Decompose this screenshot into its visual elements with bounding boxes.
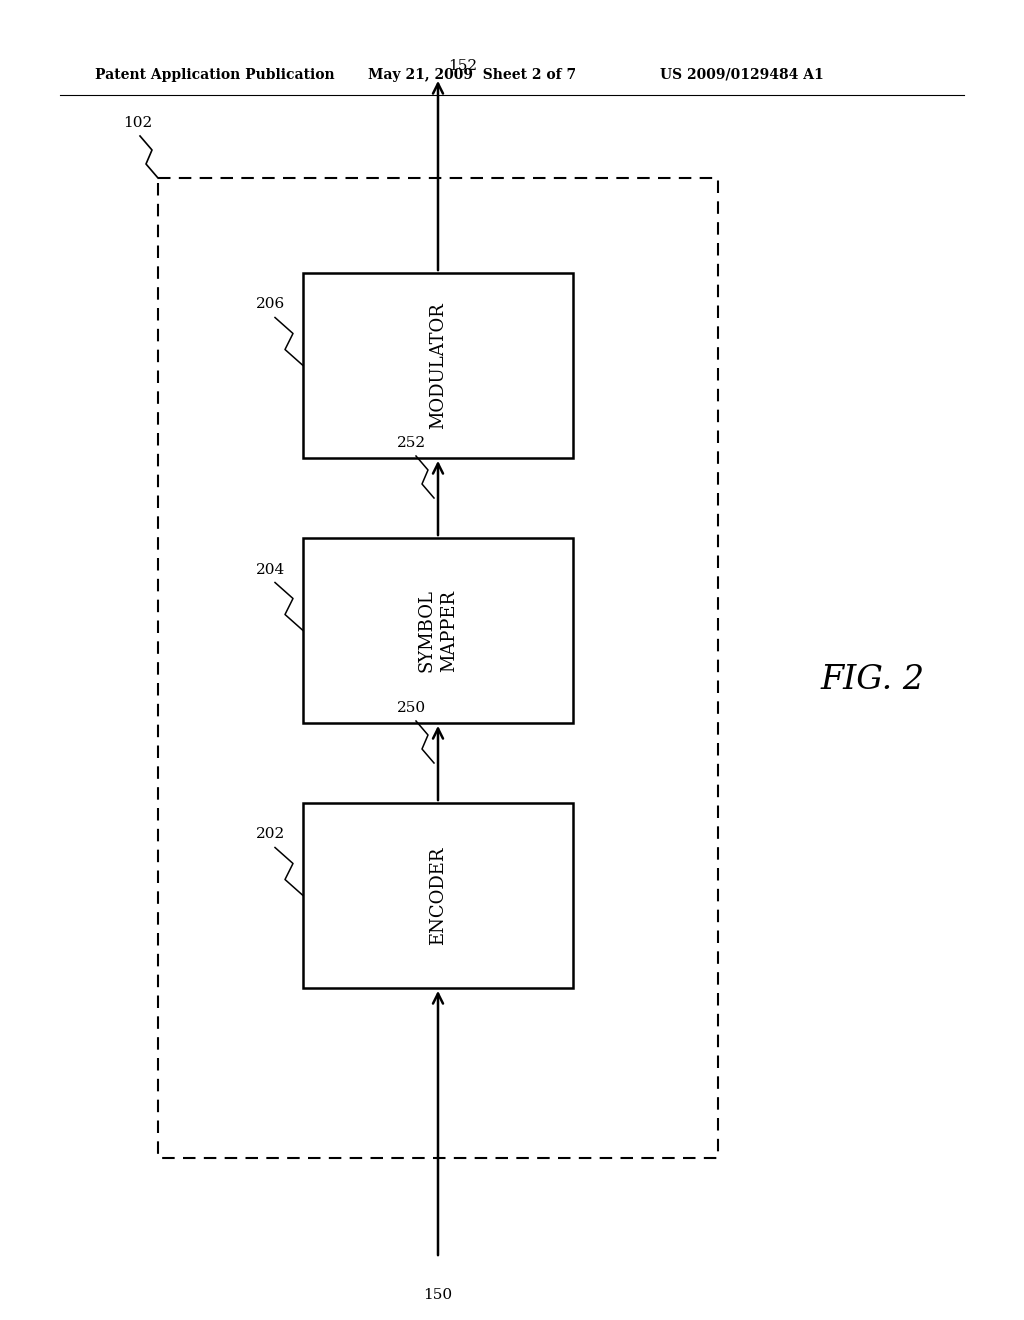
Text: 250: 250	[397, 701, 427, 715]
Text: 252: 252	[397, 436, 427, 450]
Text: May 21, 2009  Sheet 2 of 7: May 21, 2009 Sheet 2 of 7	[368, 69, 577, 82]
Text: MODULATOR: MODULATOR	[429, 302, 447, 429]
Text: 102: 102	[123, 116, 153, 129]
Text: Patent Application Publication: Patent Application Publication	[95, 69, 335, 82]
Text: ENCODER: ENCODER	[429, 846, 447, 945]
Text: 206: 206	[256, 297, 286, 312]
Bar	[303, 539, 573, 723]
Text: 204: 204	[256, 562, 286, 577]
Text: 150: 150	[424, 1288, 453, 1302]
Text: 202: 202	[256, 828, 286, 842]
Text: US 2009/0129484 A1: US 2009/0129484 A1	[660, 69, 823, 82]
Text: SYMBOL
MAPPER: SYMBOL MAPPER	[418, 589, 458, 672]
Bar	[303, 273, 573, 458]
Text: 152: 152	[449, 59, 477, 73]
Text: FIG. 2: FIG. 2	[820, 664, 924, 696]
Bar	[303, 803, 573, 987]
Bar	[158, 178, 718, 1158]
